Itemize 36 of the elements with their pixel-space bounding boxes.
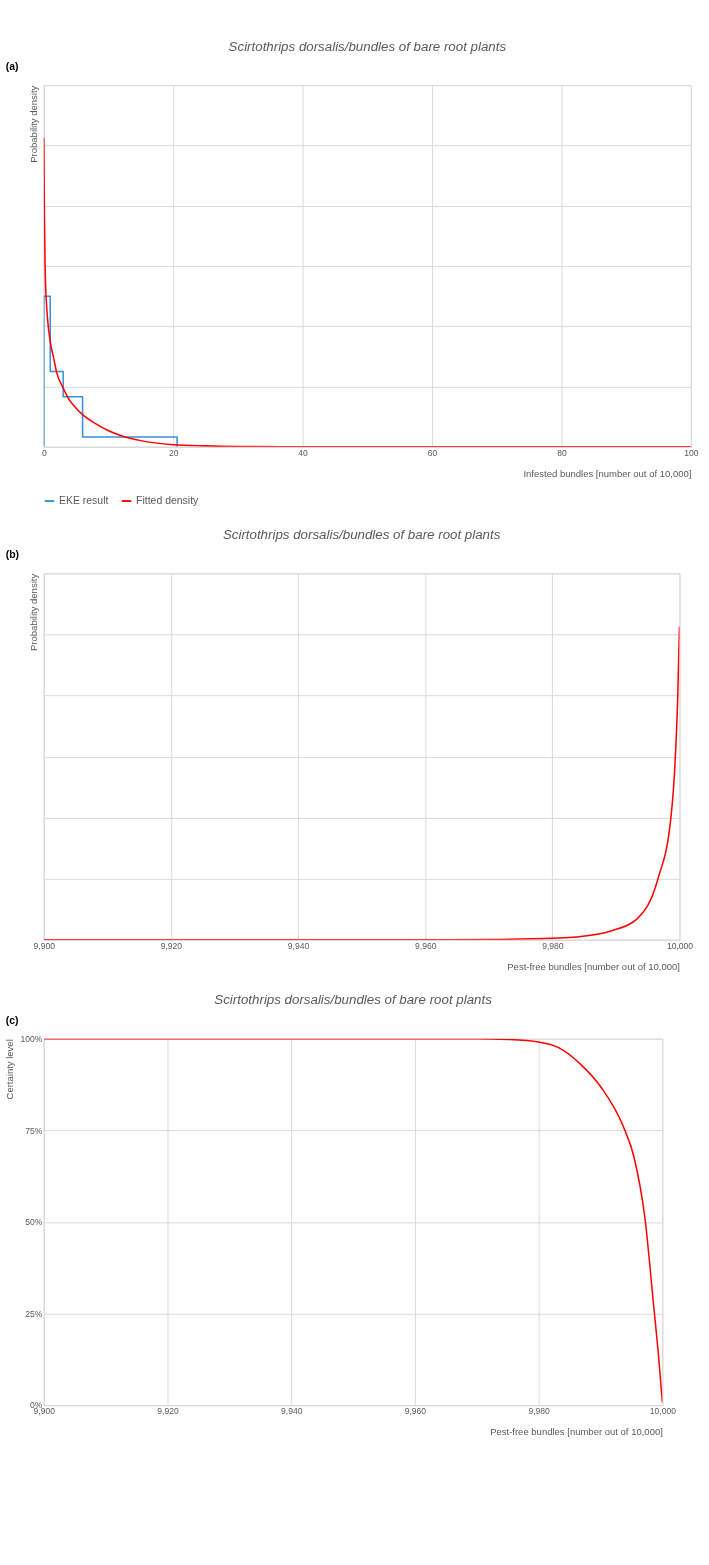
text: (a)	[5, 60, 19, 72]
x-tick-label: 0	[41, 447, 47, 458]
x-axis-title: Pest-free bundles [number out of 10,000]	[490, 1426, 663, 1438]
x-tick-label: 40	[298, 447, 309, 458]
y-axis-title: Probability density	[27, 573, 39, 651]
x-tick-label: 10,000	[666, 940, 694, 951]
x-tick-label: 9,920	[157, 1406, 179, 1417]
y-tick-label: 100%	[20, 1034, 43, 1045]
chart-title: Scirtothrips dorsalis/bundles of bare root plants	[228, 38, 507, 54]
legend-label: Fitted density	[136, 494, 200, 506]
x-tick-label: 9,980	[542, 940, 564, 951]
x-tick-label: 9,960	[404, 1406, 427, 1417]
x-tick-label: 10,000	[649, 1406, 677, 1417]
legend-label: EKE result	[59, 494, 109, 506]
x-tick-label: 60	[427, 447, 438, 458]
text: (c)	[5, 1014, 19, 1026]
y-axis-title: Probability density	[27, 85, 39, 163]
x-tick-label: 100	[684, 447, 699, 458]
y-tick-label: 50%	[25, 1217, 43, 1228]
y-tick-label: 75%	[25, 1125, 43, 1136]
y-tick-label: 25%	[25, 1308, 43, 1319]
x-tick-label: 9,920	[160, 940, 183, 951]
x-axis-title: Infested bundles [number out of 10,000]	[523, 467, 692, 479]
x-tick-label: 9,980	[528, 1406, 551, 1417]
text: (b)	[5, 549, 20, 561]
x-tick-label: 9,940	[287, 940, 310, 951]
x-tick-label: 80	[557, 447, 567, 458]
x-tick-label: 9,960	[414, 940, 437, 951]
y-axis-title: Certainty level	[3, 1039, 15, 1100]
x-tick-label: 20	[168, 447, 179, 458]
x-axis-title: Pest-free bundles [number out of 10,000]	[507, 960, 680, 972]
x-tick-label: 9,940	[280, 1406, 303, 1417]
x-tick-label: 9,900	[33, 940, 56, 951]
chart-title: Scirtothrips dorsalis/bundles of bare root plants	[214, 992, 493, 1008]
chart-title: Scirtothrips dorsalis/bundles of bare root plants	[222, 527, 501, 543]
line-series	[43, 1038, 663, 1403]
